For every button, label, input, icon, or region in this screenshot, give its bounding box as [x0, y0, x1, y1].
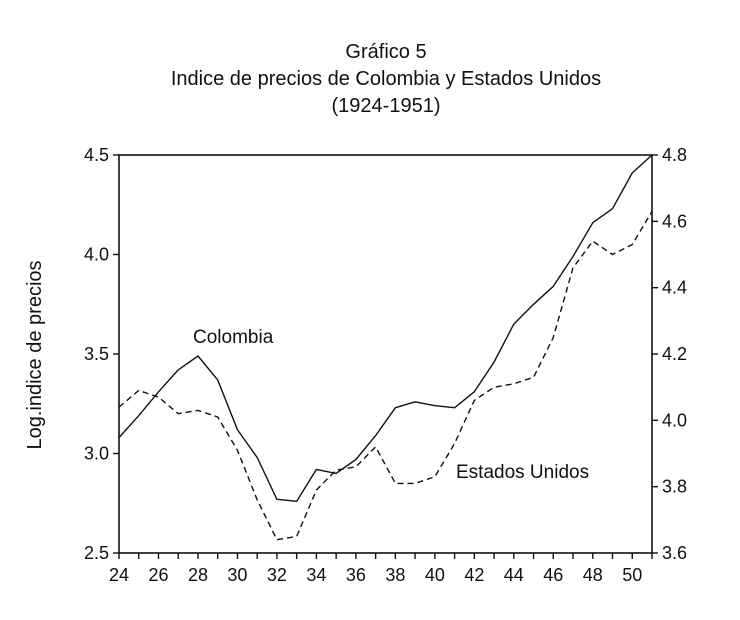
- left-tick-label: 3.0: [84, 444, 109, 464]
- x-tick-label: 26: [148, 565, 168, 585]
- x-tick-label: 24: [109, 565, 129, 585]
- x-tick-label: 44: [504, 565, 524, 585]
- chart-title-line-1: Gráfico 5: [345, 41, 426, 63]
- plot-frame: [118, 154, 653, 554]
- left-tick-label: 3.5: [84, 344, 109, 364]
- left-tick-label: 2.5: [84, 543, 109, 563]
- x-tick-label: 46: [543, 565, 563, 585]
- right-tick-label: 4.4: [662, 278, 687, 298]
- x-tick-label: 28: [188, 565, 208, 585]
- x-tick-label: 30: [227, 565, 247, 585]
- x-tick-label: 48: [583, 565, 603, 585]
- y-axis-label: Log.indice de precios: [24, 260, 46, 449]
- right-tick-label: 4.0: [662, 410, 687, 430]
- chart-title-line-3: (1924-1951): [332, 95, 441, 117]
- x-tick-label: 42: [464, 565, 484, 585]
- series-line-estados-unidos: [118, 211, 653, 541]
- x-tick-label: 50: [622, 565, 642, 585]
- series-line-colombia: [118, 154, 653, 502]
- x-tick-label: 32: [267, 565, 287, 585]
- series-label-estados-unidos: Estados Unidos: [456, 462, 589, 483]
- series-layer: [118, 154, 653, 541]
- x-tick-label: 38: [385, 565, 405, 585]
- left-y-axis: 2.5 3.0 3.5 4.0 4.5: [84, 145, 119, 563]
- right-tick-label: 4.6: [662, 211, 687, 231]
- right-tick-label: 3.8: [662, 477, 687, 497]
- left-tick-label: 4.0: [84, 245, 109, 265]
- chart-title-line-2: Indice de precios de Colombia y Estados …: [171, 68, 601, 90]
- plot-border: [118, 154, 653, 554]
- x-tick-label: 34: [306, 565, 326, 585]
- series-label-colombia: Colombia: [193, 327, 274, 348]
- x-tick-label: 36: [346, 565, 366, 585]
- right-tick-label: 3.6: [662, 543, 687, 563]
- right-tick-label: 4.8: [662, 145, 687, 165]
- right-tick-label: 4.2: [662, 344, 687, 364]
- x-axis: 24 26 28 30 32 34 36 38 40 42 44 46 48 50: [109, 553, 653, 585]
- left-tick-label: 4.5: [84, 145, 109, 165]
- x-tick-label: 40: [425, 565, 445, 585]
- right-y-axis: 3.6 3.8 4.0 4.2 4.4 4.6 4.8: [652, 145, 687, 563]
